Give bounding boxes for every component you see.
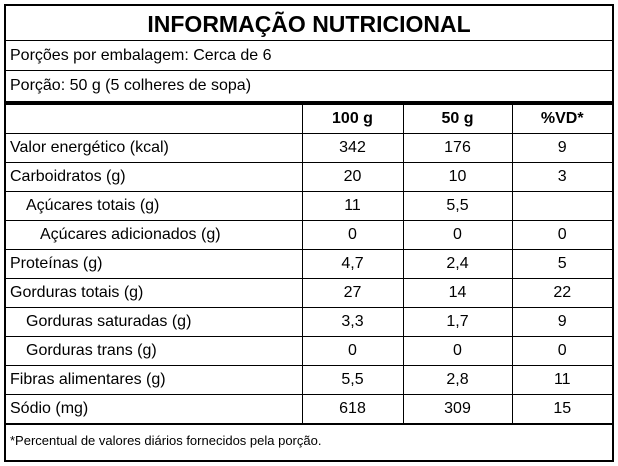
nutrient-value: 0 — [301, 220, 404, 250]
header-row: 100 g 50 g %VD* — [6, 104, 612, 134]
nutrient-name: Gorduras trans (g) — [6, 336, 303, 366]
nutrient-value: 11 — [301, 191, 404, 221]
header-cell: 50 g — [402, 104, 513, 134]
title: INFORMAÇÃO NUTRICIONAL — [6, 6, 612, 41]
nutrition-table: 100 g 50 g %VD* Valor energético (kcal) 342… — [6, 104, 612, 424]
nutrient-value: 3 — [511, 162, 612, 192]
nutrient-value: 27 — [301, 278, 404, 308]
nutrient-value: 5,5 — [402, 191, 513, 221]
nutrient-value: 9 — [511, 133, 612, 163]
nutrient-value: 3,3 — [301, 307, 404, 337]
table-body: Valor energético (kcal) 342 176 9 Carboidrat… — [6, 133, 612, 424]
nutrient-value: 11 — [511, 365, 612, 395]
nutrient-name: Fibras alimentares (g) — [6, 365, 303, 395]
nutrient-value: 618 — [301, 394, 404, 424]
nutrient-value: 0 — [511, 220, 612, 250]
nutrition-panel: INFORMAÇÃO NUTRICIONAL Porções por embal… — [4, 4, 614, 462]
nutrient-value: 176 — [402, 133, 513, 163]
nutrient-value: 5,5 — [301, 365, 404, 395]
header-cell: 100 g — [301, 104, 404, 134]
nutrient-value: 15 — [511, 394, 612, 424]
nutrient-value: 10 — [402, 162, 513, 192]
table-row: Fibras alimentares (g) 5,5 2,8 11 — [6, 365, 612, 395]
nutrient-name: Valor energético (kcal) — [6, 133, 303, 163]
table-row: Sódio (mg) 618 309 15 — [6, 394, 612, 424]
table-row: Açúcares totais (g) 11 5,5 — [6, 191, 612, 221]
nutrient-name: Gorduras saturadas (g) — [6, 307, 303, 337]
nutrient-name: Gorduras totais (g) — [6, 278, 303, 308]
nutrient-value: 342 — [301, 133, 404, 163]
nutrient-value: 2,8 — [402, 365, 513, 395]
nutrient-value — [511, 191, 612, 221]
table-row: Valor energético (kcal) 342 176 9 — [6, 133, 612, 163]
table-row: Gorduras trans (g) 0 0 0 — [6, 336, 612, 366]
table-row: Açúcares adicionados (g) 0 0 0 — [6, 220, 612, 250]
nutrient-value: 0 — [301, 336, 404, 366]
nutrient-name: Proteínas (g) — [6, 249, 303, 279]
nutrient-value: 4,7 — [301, 249, 404, 279]
nutrient-value: 14 — [402, 278, 513, 308]
servings-per-package: Porções por embalagem: Cerca de 6 — [6, 41, 612, 71]
nutrient-value: 22 — [511, 278, 612, 308]
nutrient-value: 0 — [402, 336, 513, 366]
serving-size: Porção: 50 g (5 colheres de sopa) — [6, 71, 612, 104]
nutrient-value: 2,4 — [402, 249, 513, 279]
table-row: Carboidratos (g) 20 10 3 — [6, 162, 612, 192]
nutrient-value: 0 — [511, 336, 612, 366]
nutrient-name: Açúcares adicionados (g) — [6, 220, 303, 250]
table-row: Proteínas (g) 4,7 2,4 5 — [6, 249, 612, 279]
table-row: Gorduras totais (g) 27 14 22 — [6, 278, 612, 308]
nutrient-name: Carboidratos (g) — [6, 162, 303, 192]
table-row: Gorduras saturadas (g) 3,3 1,7 9 — [6, 307, 612, 337]
nutrient-value: 0 — [402, 220, 513, 250]
nutrient-value: 20 — [301, 162, 404, 192]
nutrient-value: 1,7 — [402, 307, 513, 337]
nutrient-name: Sódio (mg) — [6, 394, 303, 424]
footnote: *Percentual de valores diários fornecido… — [6, 424, 612, 459]
nutrient-value: 9 — [511, 307, 612, 337]
header-cell: %VD* — [511, 104, 612, 134]
nutrient-value: 309 — [402, 394, 513, 424]
header-cell — [6, 104, 303, 134]
nutrient-value: 5 — [511, 249, 612, 279]
nutrient-name: Açúcares totais (g) — [6, 191, 303, 221]
